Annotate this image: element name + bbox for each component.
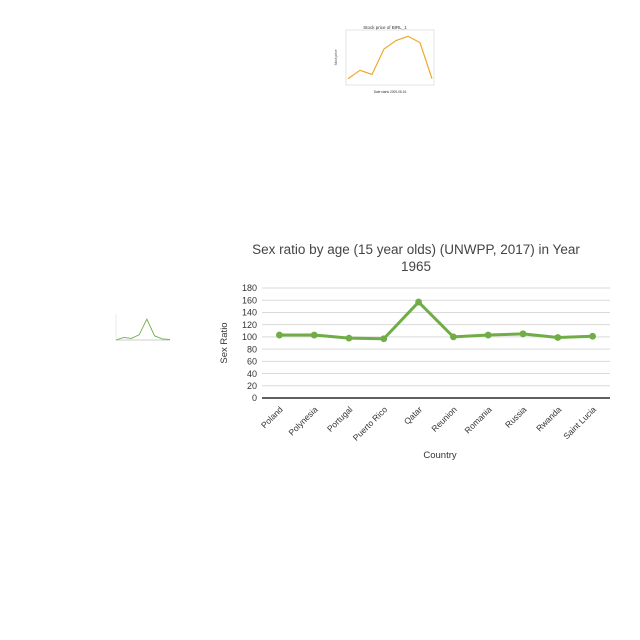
x-tick-label: Russia — [503, 404, 529, 430]
data-point — [554, 334, 562, 341]
x-tick-label: Poland — [259, 404, 285, 430]
x-tick-label: Portugal — [325, 404, 355, 434]
series-line — [279, 300, 593, 341]
y-tick-label: 0 — [252, 393, 257, 403]
x-axis-label: Country — [423, 450, 457, 461]
x-tick-label: Qatar — [402, 404, 424, 426]
data-point — [276, 331, 283, 339]
data-point — [519, 330, 527, 338]
y-tick-label: 100 — [242, 332, 257, 342]
y-tick-label: 120 — [242, 320, 257, 330]
chart-title: Sex ratio by age (15 year olds) (UNWPP, … — [252, 242, 580, 274]
y-tick-label: 180 — [242, 283, 257, 293]
stock-price-chart: Stock price of BIRL_1 Stock price Date s… — [330, 20, 440, 100]
y-tick-label: 60 — [247, 357, 257, 367]
series-line — [347, 35, 433, 80]
x-tick-label: Saint Lucia — [561, 404, 598, 441]
data-point — [345, 334, 353, 342]
plot-frame — [345, 29, 435, 86]
data-point — [310, 331, 318, 339]
y-tick-label: 140 — [242, 308, 257, 318]
data-point — [415, 298, 422, 306]
y-tick-label: 160 — [242, 295, 257, 305]
stock-chart-title: Stock price of BIRL_1 — [363, 25, 407, 30]
stock-chart-y-axis-label: Stock price — [334, 49, 338, 65]
chart-gridlines — [262, 287, 610, 399]
stock-price-chart-svg: Stock price of BIRL_1 Stock price Date s… — [334, 25, 435, 94]
data-point — [450, 333, 457, 341]
x-tick-label: Puerto Rico — [351, 404, 390, 443]
mini-chart-plot-area — [115, 314, 171, 341]
series-line — [115, 318, 171, 341]
y-axis-label: Sex Ratio — [219, 322, 230, 363]
x-tick-label: Rwanda — [534, 404, 563, 433]
data-point — [589, 332, 596, 340]
x-tick-label: Polynesia — [286, 404, 319, 437]
sex-ratio-chart-svg: Sex ratio by age (15 year olds) (UNWPP, … — [219, 242, 610, 461]
data-point — [484, 331, 492, 339]
y-axis-ticks: 0 20 40 60 80 100 120 140 160 180 — [242, 283, 257, 403]
data-point — [380, 335, 388, 343]
y-tick-label: 40 — [247, 369, 257, 379]
mini-line-chart — [106, 308, 174, 356]
y-tick-label: 20 — [247, 381, 257, 391]
chart-series — [276, 298, 596, 343]
stock-chart-plot-area — [345, 29, 435, 86]
mini-line-chart-svg — [115, 314, 171, 341]
x-tick-label: Reunion — [429, 404, 459, 434]
x-tick-label: Romania — [462, 404, 493, 435]
stock-chart-x-axis-label: Date starts 2009-06-16 — [374, 90, 407, 94]
y-tick-label: 80 — [247, 344, 257, 354]
sex-ratio-chart: Sex ratio by age (15 year olds) (UNWPP, … — [210, 232, 622, 472]
